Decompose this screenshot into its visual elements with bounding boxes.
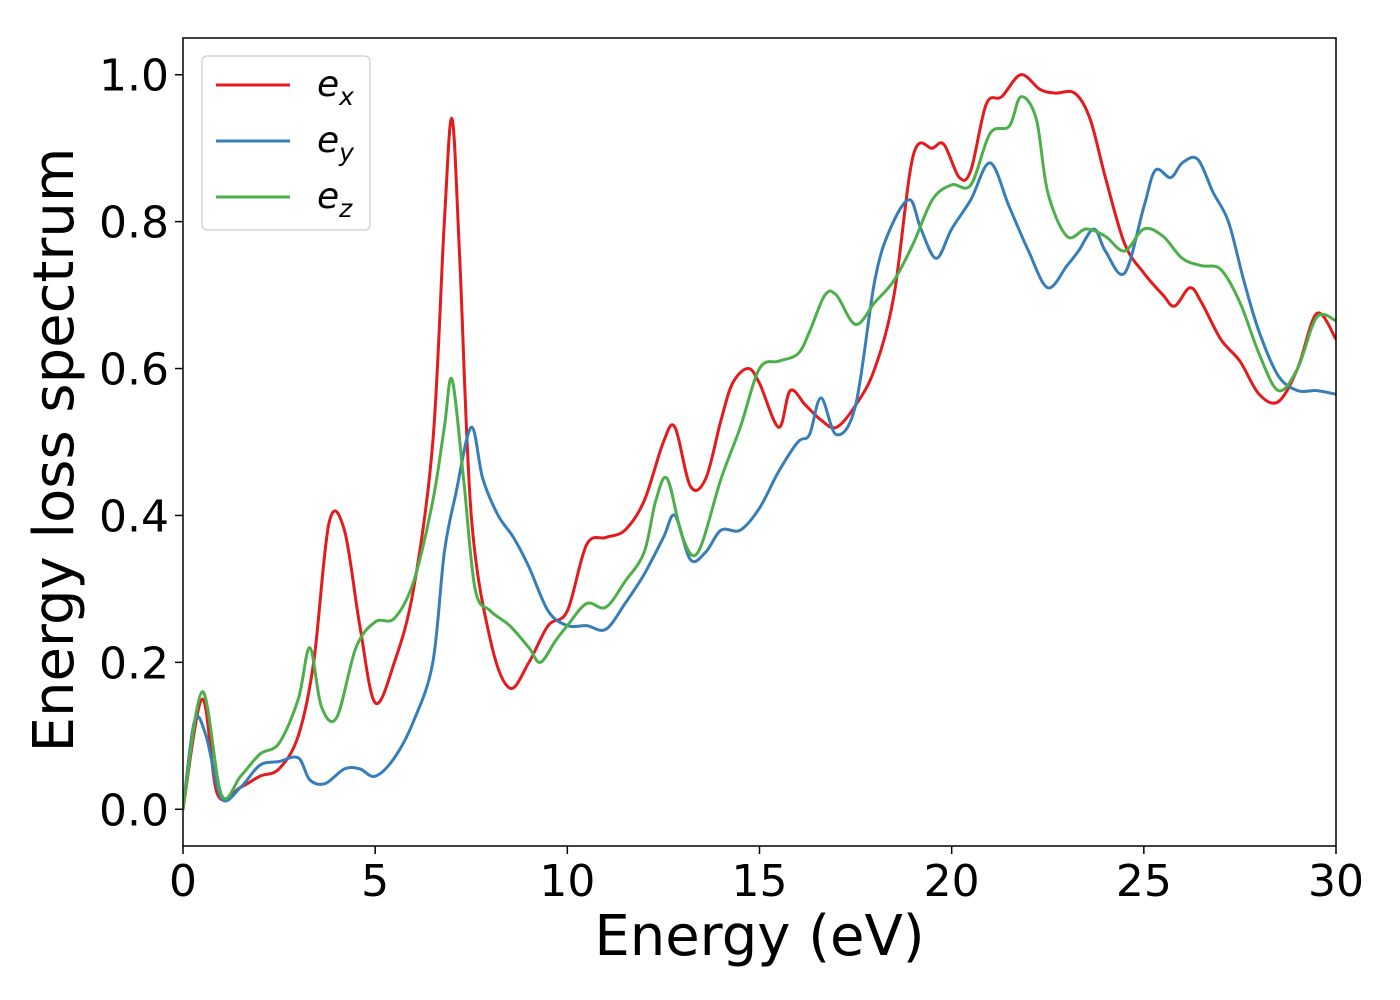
x-tick-label: 30 — [1308, 856, 1364, 907]
x-tick-label: 10 — [539, 856, 595, 907]
x-tick-label: 25 — [1116, 856, 1172, 907]
x-tick-label: 15 — [732, 856, 788, 907]
y-tick-label: 0.8 — [99, 198, 169, 249]
x-axis-label: Energy (eV) — [594, 904, 924, 969]
legend-label-y: ey — [317, 120, 355, 167]
plot-lines — [183, 73, 1336, 811]
y-tick-label: 0.2 — [99, 638, 169, 689]
y-axis-label: Energy loss spectrum — [22, 148, 87, 753]
legend: ex ey ez — [201, 55, 371, 231]
legend-box — [201, 55, 371, 231]
x-axis-ticks: 0 5 10 15 20 25 30 — [169, 846, 1364, 907]
series-line-z — [183, 95, 1336, 811]
x-tick-label: 5 — [361, 856, 389, 907]
series-line-x — [183, 73, 1336, 811]
y-tick-label: 0.0 — [99, 785, 169, 836]
legend-label-z: ez — [317, 176, 353, 223]
x-tick-label: 20 — [924, 856, 980, 907]
legend-label-x: ex — [317, 64, 354, 111]
x-tick-label: 0 — [169, 856, 197, 907]
y-tick-label: 0.6 — [99, 345, 169, 396]
y-tick-label: 0.4 — [99, 491, 169, 542]
y-tick-label: 1.0 — [99, 51, 169, 102]
y-axis-ticks: 0.0 0.2 0.4 0.6 0.8 1.0 — [99, 51, 183, 836]
series-line-y — [183, 155, 1336, 811]
